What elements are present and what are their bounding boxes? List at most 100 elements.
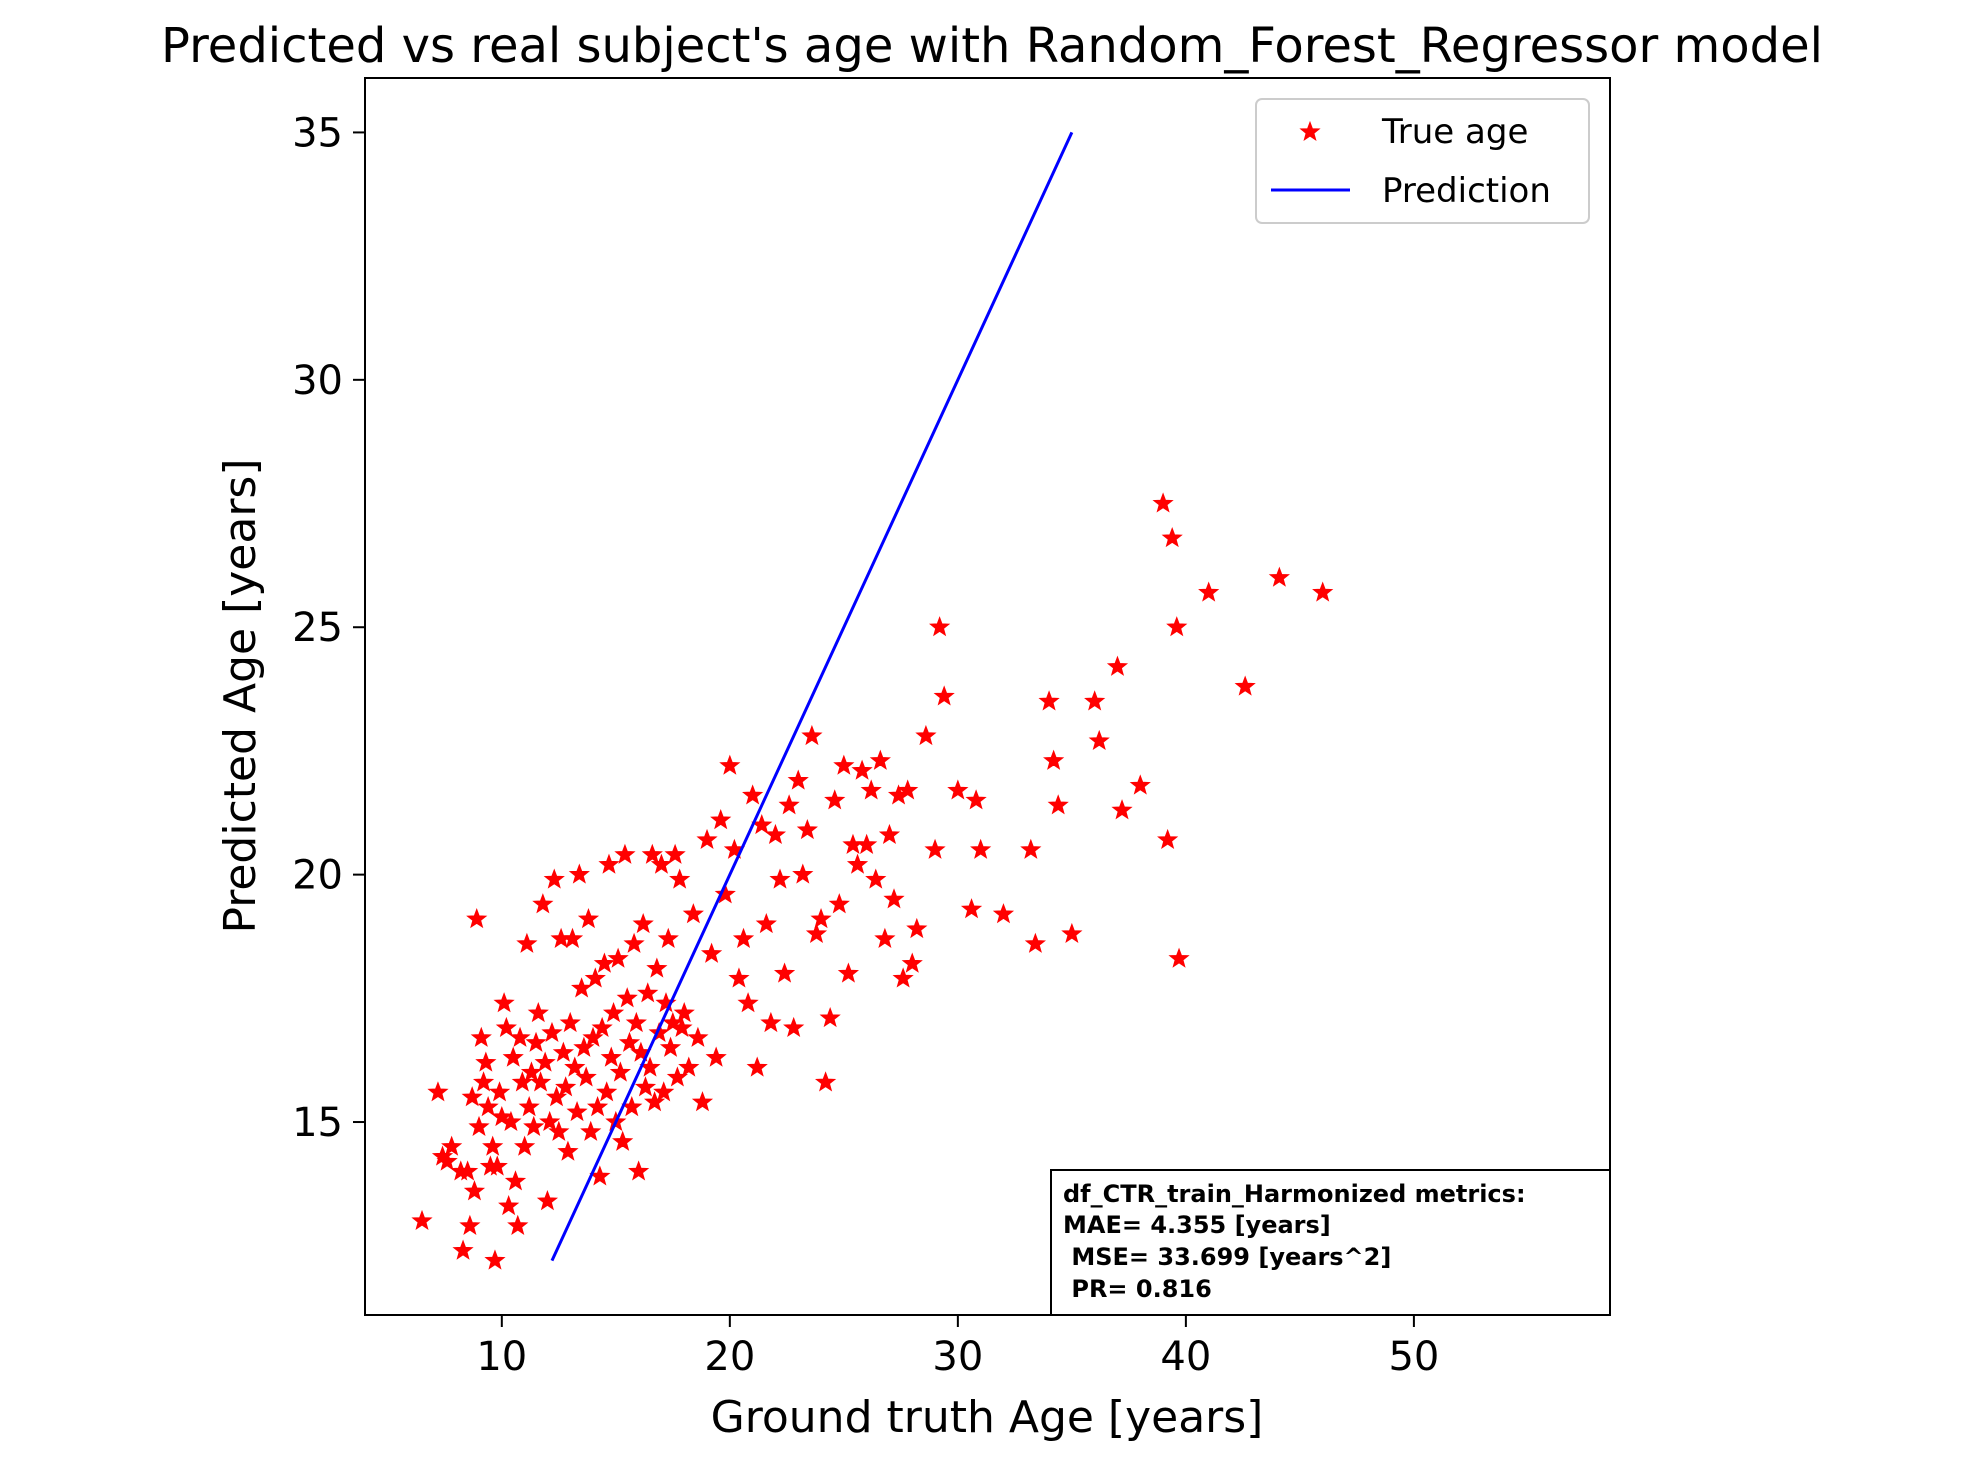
- data-point: [575, 1066, 597, 1087]
- chart-title: Predicted vs real subject's age with Ran…: [161, 18, 1823, 74]
- data-point: [796, 818, 818, 840]
- data-point: [488, 1081, 511, 1102]
- data-point: [1084, 690, 1106, 711]
- data-point: [632, 912, 654, 934]
- data-point: [760, 1011, 782, 1033]
- data-point: [653, 1081, 675, 1102]
- data-point: [906, 917, 928, 939]
- data-point: [874, 927, 896, 948]
- data-point: [929, 616, 951, 637]
- data-point: [525, 1031, 547, 1052]
- data-point: [486, 1155, 508, 1176]
- data-point: [541, 1021, 563, 1042]
- data-point: [659, 1036, 682, 1057]
- data-point: [1129, 774, 1151, 795]
- metrics-frame: [1050, 1169, 1611, 1316]
- data-point: [764, 823, 787, 845]
- data-point: [915, 724, 937, 746]
- data-point: [742, 784, 764, 805]
- data-point: [600, 1046, 622, 1067]
- data-point: [516, 932, 538, 953]
- data-point: [461, 1086, 483, 1107]
- data-point: [792, 863, 814, 884]
- x-tick-label: 30: [932, 1334, 983, 1380]
- legend-box: [1255, 98, 1590, 224]
- data-point: [514, 1135, 536, 1156]
- x-tick-label: 50: [1388, 1334, 1439, 1380]
- data-point: [495, 1016, 517, 1038]
- data-point: [650, 853, 673, 874]
- data-point: [1152, 492, 1174, 513]
- data-point: [1234, 675, 1256, 696]
- data-point: [801, 724, 823, 746]
- data-point: [527, 1002, 549, 1023]
- data-point: [1157, 828, 1179, 850]
- data-point: [1111, 799, 1133, 820]
- data-point: [559, 1011, 581, 1033]
- data-point: [616, 987, 638, 1008]
- data-point: [427, 1081, 449, 1102]
- data-point: [678, 1056, 700, 1077]
- data-point: [682, 903, 704, 924]
- metrics-line-3: MSE= 33.699 [years^2]: [1063, 1243, 1391, 1271]
- data-point: [411, 1209, 433, 1231]
- data-point: [628, 1160, 650, 1181]
- data-point: [696, 828, 718, 850]
- data-point: [669, 868, 691, 889]
- metrics-line-2: MAE= 4.355 [years]: [1063, 1211, 1331, 1239]
- data-point: [475, 1051, 497, 1072]
- data-point: [805, 922, 828, 944]
- data-point: [634, 1076, 657, 1097]
- data-point: [457, 1160, 479, 1181]
- legend-star-icon: [1299, 120, 1321, 142]
- data-point: [459, 1214, 481, 1235]
- data-point: [992, 903, 1015, 924]
- data-point: [1024, 932, 1046, 953]
- data-point: [532, 893, 554, 914]
- data-point: [657, 927, 679, 948]
- data-point: [504, 1170, 527, 1191]
- plot-area: 10 20 30 40 50 15 20 25 30 35: [292, 77, 1611, 1380]
- data-point: [593, 952, 616, 973]
- data-point: [897, 779, 919, 800]
- data-point: [568, 863, 590, 884]
- data-point: [498, 1194, 520, 1216]
- data-point: [543, 868, 565, 889]
- data-point: [557, 1140, 579, 1161]
- data-point: [1038, 690, 1060, 711]
- data-point: [787, 769, 809, 790]
- data-point: [612, 1130, 634, 1151]
- data-point: [965, 789, 987, 810]
- data-point: [671, 1016, 693, 1038]
- data-point: [598, 853, 620, 874]
- data-point: [869, 749, 891, 770]
- data-point: [737, 992, 759, 1013]
- data-point: [700, 942, 723, 963]
- data-point: [1106, 655, 1129, 676]
- data-point: [477, 1096, 499, 1117]
- y-tick-label: 35: [292, 110, 343, 156]
- data-point: [511, 1071, 533, 1092]
- legend-entry-true-age: True age: [1381, 112, 1528, 152]
- data-point: [436, 1150, 458, 1171]
- data-point: [509, 1026, 531, 1047]
- data-point: [555, 1076, 577, 1097]
- data-point: [892, 967, 914, 988]
- data-point: [783, 1016, 805, 1038]
- data-point: [728, 967, 750, 988]
- data-point: [705, 1046, 727, 1067]
- x-tick-label: 20: [704, 1334, 755, 1380]
- data-point: [947, 779, 969, 800]
- data-point: [548, 1120, 570, 1141]
- data-point: [561, 927, 584, 948]
- data-point: [596, 1081, 618, 1102]
- data-point: [878, 823, 901, 845]
- data-point: [500, 1110, 522, 1132]
- data-point: [1168, 947, 1190, 968]
- data-point: [710, 809, 732, 830]
- data-point: [637, 982, 659, 1003]
- y-tick-label: 25: [292, 605, 343, 651]
- data-point: [507, 1214, 529, 1235]
